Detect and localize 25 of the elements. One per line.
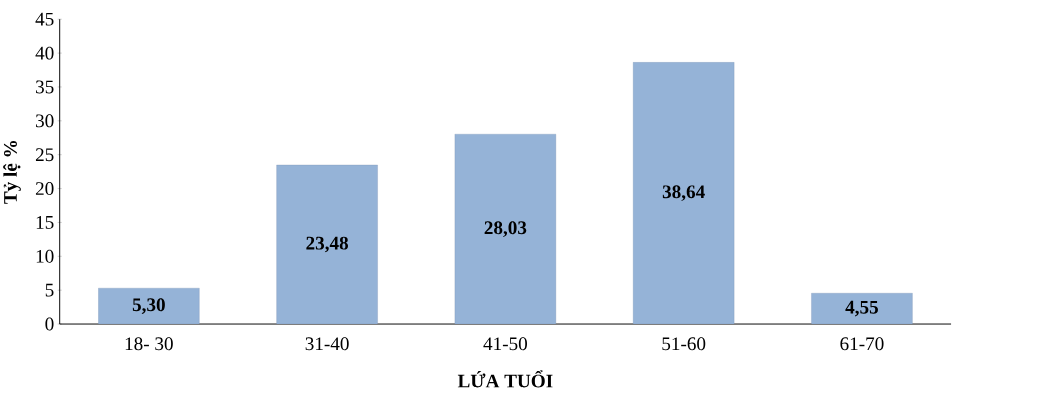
y-tick-label: 45	[35, 12, 54, 26]
y-tick-label: 5	[45, 283, 54, 297]
x-tick-label: 61-70	[840, 337, 884, 351]
bar	[454, 133, 557, 324]
data-label: 5,30	[132, 298, 165, 314]
data-label: 28,03	[484, 221, 527, 237]
y-tick-label: 0	[45, 317, 54, 331]
data-label: 38,64	[662, 185, 705, 201]
y-axis-title: Tỷ lệ %	[3, 140, 21, 204]
x-tick-label: 31-40	[305, 337, 349, 351]
y-tick-label: 30	[36, 114, 54, 128]
x-tick-label: 41-50	[483, 337, 527, 351]
x-axis-title: LỨA TUỔI	[457, 370, 553, 388]
y-tick-label: 15	[36, 215, 54, 229]
data-label: 23,48	[306, 236, 349, 253]
y-tick-label: 10	[36, 249, 54, 263]
x-tick-label: 18- 30	[125, 337, 173, 351]
y-tick-label: 25	[35, 148, 54, 161]
bar	[633, 61, 735, 324]
bar	[276, 164, 378, 324]
data-label: 4,55	[845, 300, 878, 317]
y-tick-label: 35	[36, 80, 54, 94]
x-tick-label: 51-60	[662, 337, 706, 351]
y-tick-label: 20	[35, 181, 54, 195]
y-tick-label: 40	[35, 46, 54, 60]
